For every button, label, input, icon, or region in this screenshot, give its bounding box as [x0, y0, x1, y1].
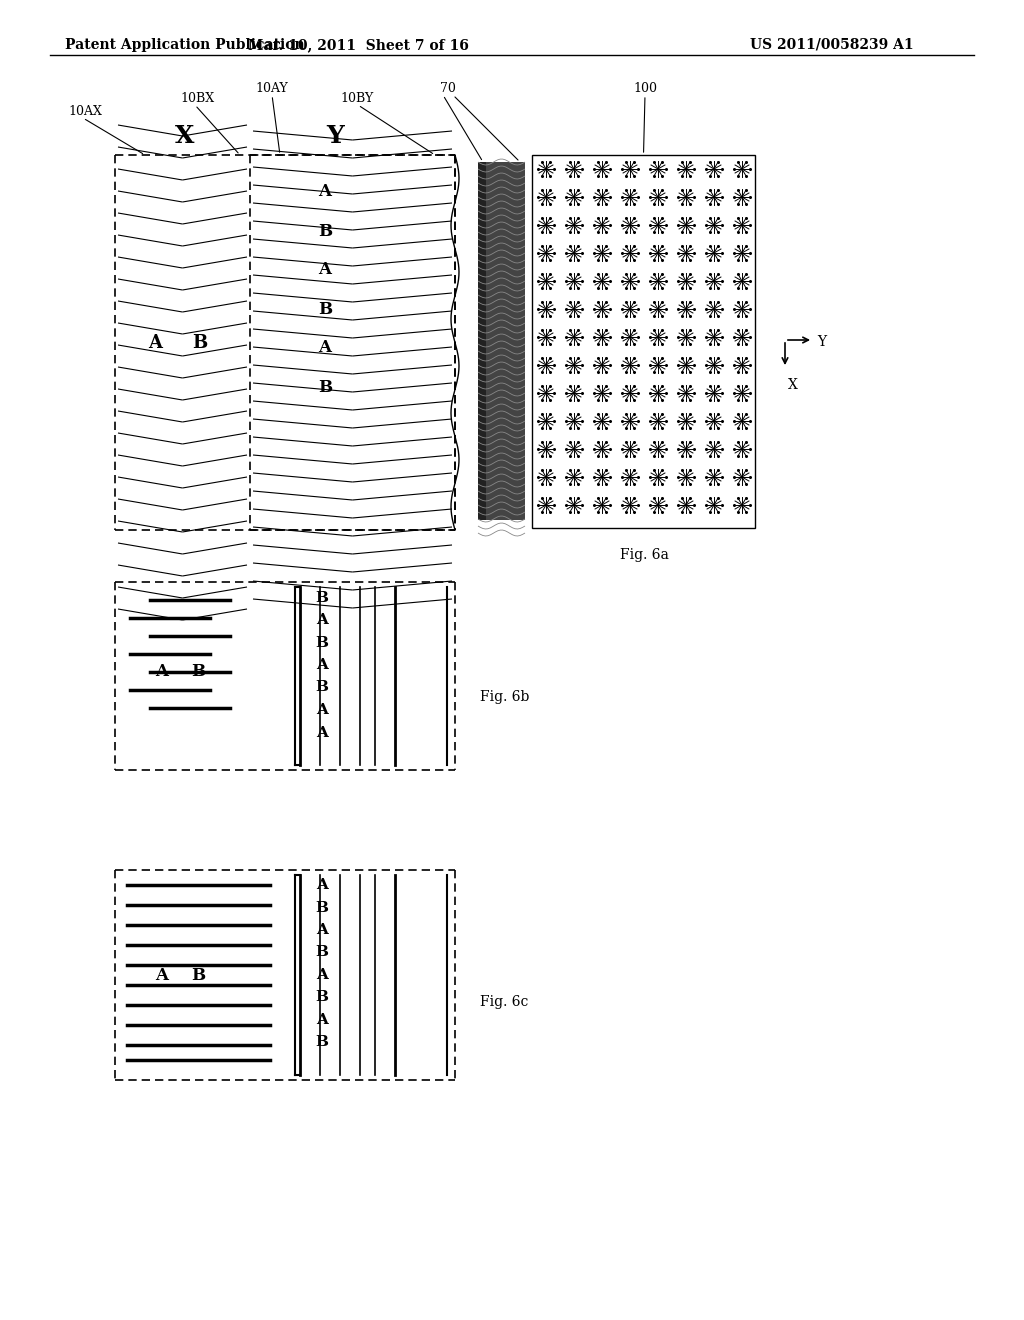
- Text: B: B: [190, 664, 205, 681]
- Text: A: A: [316, 878, 328, 892]
- Text: A: A: [148, 334, 162, 351]
- Text: A: A: [318, 183, 332, 201]
- Text: B: B: [315, 902, 329, 915]
- Text: X: X: [788, 378, 798, 392]
- Bar: [532, 154, 755, 528]
- Text: 70: 70: [440, 82, 456, 95]
- Text: B: B: [317, 301, 332, 318]
- Text: B: B: [193, 334, 208, 351]
- Text: A: A: [156, 664, 169, 681]
- Text: 10BX: 10BX: [180, 92, 214, 106]
- Text: Patent Application Publication: Patent Application Publication: [65, 38, 304, 51]
- Text: Fig. 6c: Fig. 6c: [480, 995, 528, 1008]
- Text: B: B: [315, 1035, 329, 1049]
- Bar: [478, 162, 525, 520]
- Text: B: B: [190, 966, 205, 983]
- Text: A: A: [316, 1012, 328, 1027]
- Text: 10AY: 10AY: [256, 82, 289, 95]
- Text: Y: Y: [326, 124, 344, 148]
- Text: A: A: [316, 704, 328, 717]
- Text: A: A: [318, 339, 332, 356]
- Text: Mar. 10, 2011  Sheet 7 of 16: Mar. 10, 2011 Sheet 7 of 16: [248, 38, 468, 51]
- Text: Fig. 6b: Fig. 6b: [480, 690, 529, 704]
- Text: A: A: [316, 657, 328, 672]
- Text: B: B: [317, 379, 332, 396]
- Text: 10AX: 10AX: [68, 106, 101, 117]
- Text: Fig. 6a: Fig. 6a: [620, 548, 669, 562]
- Text: X: X: [175, 124, 195, 148]
- Text: A: A: [316, 612, 328, 627]
- Text: 10BY: 10BY: [340, 92, 374, 106]
- Text: B: B: [315, 680, 329, 694]
- Text: 100: 100: [633, 82, 657, 95]
- Text: A: A: [318, 261, 332, 279]
- Text: A: A: [316, 726, 328, 741]
- Bar: [478, 162, 486, 520]
- Text: B: B: [315, 945, 329, 960]
- Text: US 2011/0058239 A1: US 2011/0058239 A1: [750, 38, 913, 51]
- Text: B: B: [315, 636, 329, 649]
- Text: A: A: [156, 966, 169, 983]
- Text: Y: Y: [817, 335, 826, 348]
- Text: A: A: [316, 923, 328, 937]
- Text: A: A: [316, 968, 328, 982]
- Text: B: B: [317, 223, 332, 240]
- Text: B: B: [315, 591, 329, 605]
- Text: B: B: [315, 990, 329, 1005]
